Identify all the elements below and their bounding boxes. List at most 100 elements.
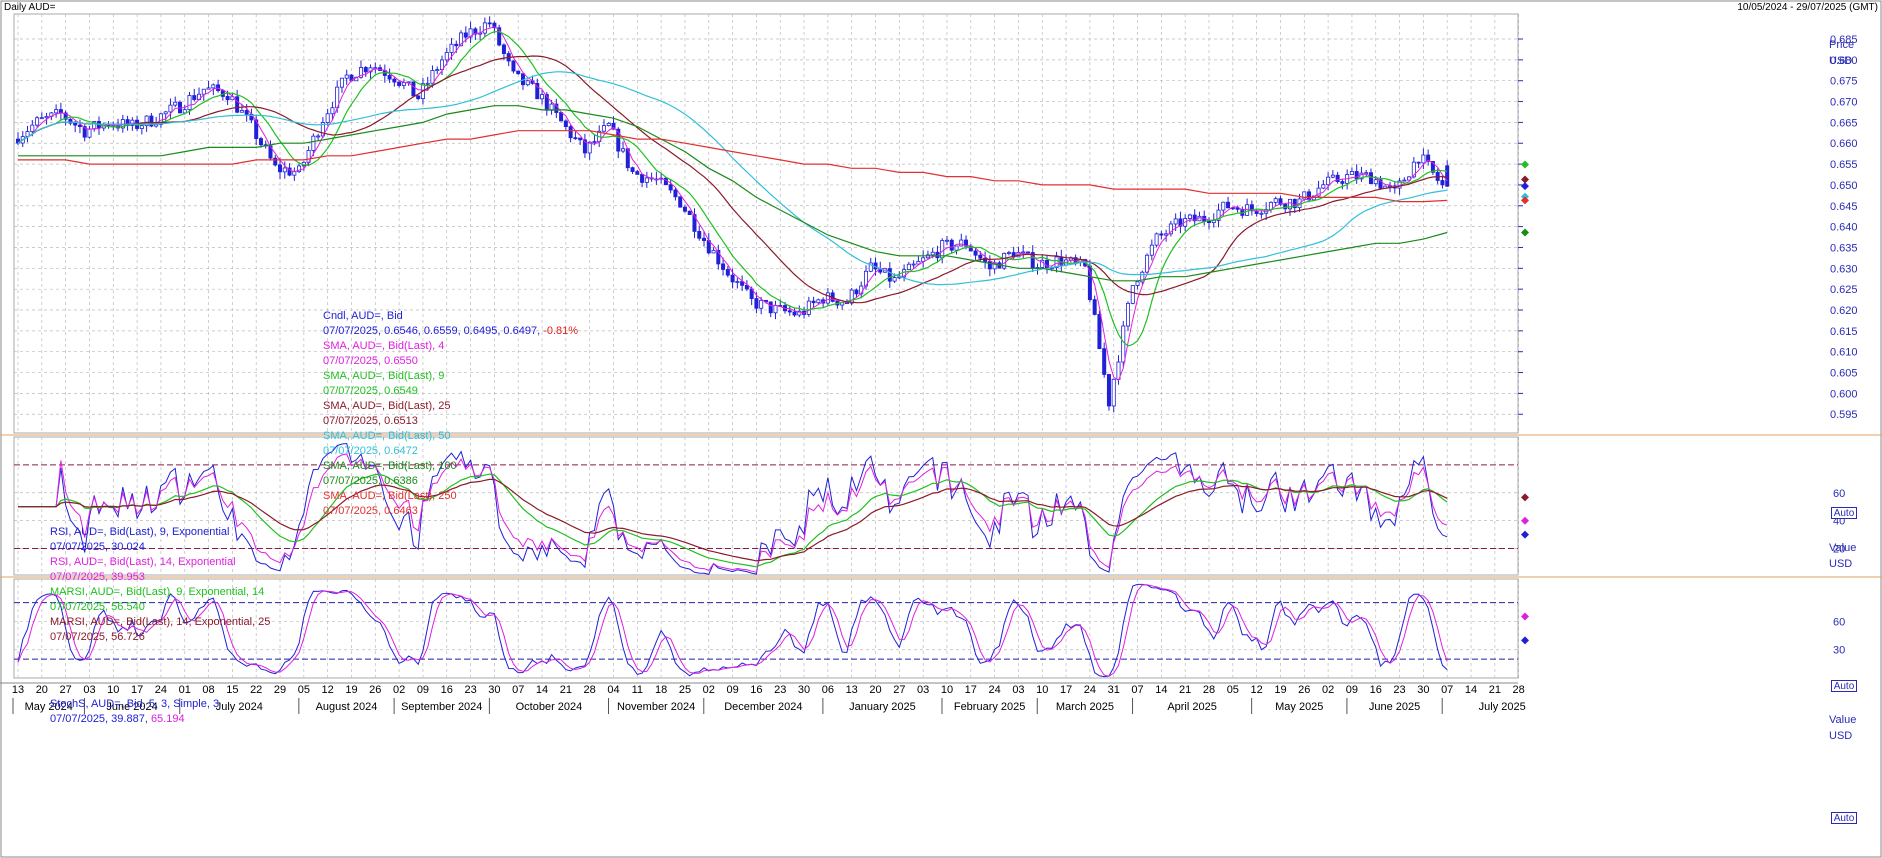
candle-body — [582, 139, 587, 154]
candle-body — [501, 44, 506, 54]
candle-body — [482, 22, 487, 34]
last-value-marker — [1521, 530, 1529, 539]
x-tick-label: 09 — [417, 684, 429, 696]
x-tick-label: 22 — [250, 684, 262, 696]
legend-value: 07/07/2025, 0.6550 — [323, 355, 418, 367]
candle-body — [1106, 374, 1111, 407]
stoch-auto-button[interactable]: Auto — [1831, 812, 1857, 824]
x-tick-label: 03 — [1012, 684, 1024, 696]
x-tick-label: 21 — [1179, 684, 1191, 696]
candle-body — [911, 263, 916, 266]
month-label: February 2025 — [954, 701, 1026, 713]
legend-value: 07/07/2025, 0.6546, 0.6559, 0.6495, 0.64… — [323, 325, 579, 337]
candle-body — [487, 22, 492, 25]
legend-value: 07/07/2025, 56.540 — [50, 601, 145, 613]
candle-body — [635, 171, 640, 175]
candle-body — [949, 239, 954, 251]
price-tick-label: 0.610 — [1830, 347, 1858, 359]
candle-body — [573, 137, 578, 140]
candle-body — [325, 113, 330, 123]
candle-body — [1245, 204, 1250, 216]
candle-body — [1187, 214, 1192, 219]
price-legend: Cndl, AUD=, Bid 07/07/2025, 0.6546, 0.655… — [323, 309, 578, 519]
price-auto-button[interactable]: Auto — [1831, 507, 1857, 519]
x-tick-label: 19 — [345, 684, 357, 696]
price-tick-label: 0.640 — [1830, 222, 1858, 234]
price-tick-label: 0.675 — [1830, 76, 1858, 88]
candle-body — [149, 115, 154, 127]
last-value-marker — [1521, 182, 1529, 191]
x-tick-label: 27 — [60, 684, 72, 696]
candle-body — [644, 177, 649, 183]
candle-body — [139, 125, 144, 129]
candle-body — [82, 126, 87, 138]
candle-body — [759, 299, 764, 309]
candle-body — [206, 87, 211, 90]
candle-body — [854, 289, 859, 295]
legend-change: -0.81% — [540, 325, 579, 337]
x-tick-label: 20 — [36, 684, 48, 696]
x-tick-label: 05 — [1227, 684, 1239, 696]
x-tick-label: 23 — [464, 684, 476, 696]
candle-body — [806, 300, 811, 315]
month-label: March 2025 — [1056, 701, 1114, 713]
candle-body — [363, 67, 368, 73]
candle-body — [516, 70, 521, 75]
legend-label: SMA, AUD=, Bid(Last), 50 — [323, 430, 451, 442]
candle-body — [568, 126, 573, 139]
x-tick-label: 15 — [226, 684, 238, 696]
candle-body — [587, 141, 592, 154]
stoch-tick-label: 30 — [1833, 645, 1845, 657]
candle-body — [449, 43, 454, 53]
candle-body — [1192, 214, 1197, 222]
candle-body — [1378, 179, 1383, 189]
candle-body — [1126, 302, 1131, 327]
candle-body — [887, 268, 892, 282]
marsi-14-line — [18, 478, 1448, 562]
price-tick-label: 0.670 — [1830, 97, 1858, 109]
candle-body — [954, 245, 959, 251]
candle-body — [425, 82, 430, 85]
stoch-d-value: 65.194 — [150, 713, 185, 725]
candle-body — [921, 257, 926, 262]
candle-body — [687, 210, 692, 215]
candle-body — [768, 301, 773, 314]
rsi-auto-button[interactable]: Auto — [1831, 680, 1857, 692]
x-tick-label: 16 — [441, 684, 453, 696]
stoch-axis-title: Value — [1829, 714, 1857, 726]
candle-body — [1045, 259, 1050, 269]
candle-body — [721, 263, 726, 270]
candle-body — [1149, 244, 1154, 256]
last-value-marker — [1521, 612, 1529, 621]
price-tick-label: 0.635 — [1830, 242, 1858, 254]
candle-body — [1259, 212, 1264, 215]
candle-body — [87, 128, 92, 138]
candle-body — [630, 167, 635, 172]
candle-body — [163, 111, 168, 115]
legend-label: Cndl, AUD=, Bid — [323, 310, 403, 322]
candle-body — [1249, 204, 1254, 212]
price-tick-label: 0.685 — [1830, 34, 1858, 46]
sma-50-line — [17, 71, 1448, 286]
legend-label: SMA, AUD=, Bid(Last), 250 — [323, 490, 457, 502]
month-label: July 2024 — [216, 701, 263, 713]
candle-body — [1421, 154, 1426, 164]
candle-body — [578, 137, 583, 141]
candle-body — [1426, 154, 1431, 162]
x-tick-label: 21 — [560, 684, 572, 696]
candle-body — [978, 254, 983, 259]
legend-value: 07/07/2025, 39.953 — [50, 571, 145, 583]
last-value-marker — [1521, 175, 1529, 184]
candle-body — [1111, 378, 1116, 407]
legend-value: 07/07/2025, 39.887, 65.194 — [50, 713, 185, 725]
price-tick-label: 0.665 — [1830, 117, 1858, 129]
candle-body — [725, 269, 730, 276]
candle-body — [1226, 201, 1231, 209]
candle-body — [39, 117, 44, 120]
candle-body — [73, 122, 78, 126]
candle-body — [1411, 161, 1416, 178]
price-tick-label: 0.605 — [1830, 368, 1858, 380]
candle-body — [525, 80, 530, 86]
candle-body — [697, 230, 702, 239]
x-tick-label: 23 — [1393, 684, 1405, 696]
